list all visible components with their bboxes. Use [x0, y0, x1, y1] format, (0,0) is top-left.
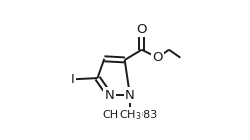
Text: O: O [136, 23, 147, 36]
Text: N: N [125, 89, 135, 102]
Text: CH\u2083: CH\u2083 [102, 110, 158, 120]
Text: O: O [152, 51, 163, 64]
Text: I: I [71, 73, 75, 86]
Text: CH$_3$: CH$_3$ [118, 108, 141, 122]
Text: N: N [104, 89, 114, 102]
